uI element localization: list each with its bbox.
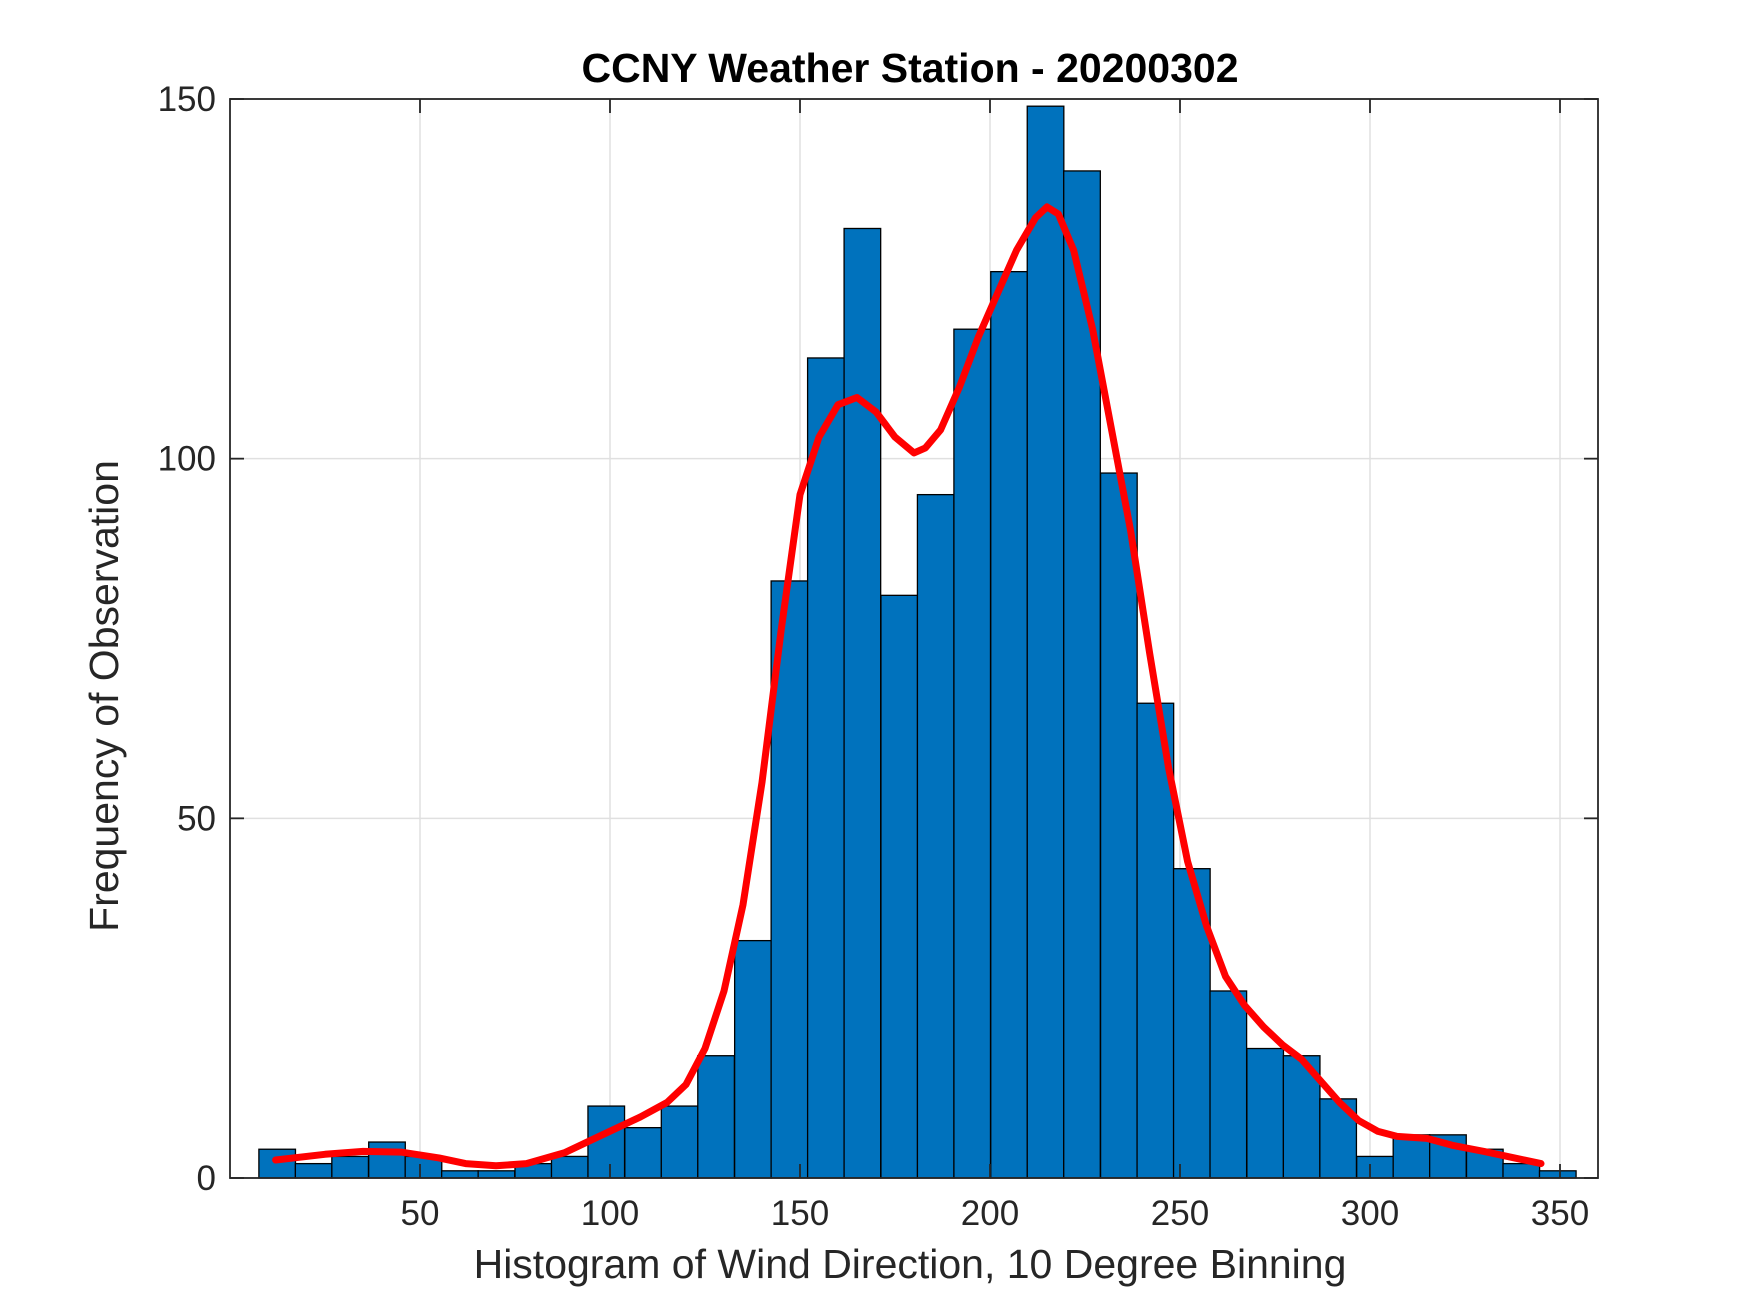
y-tick-label: 50 [177,799,216,838]
histogram-bar [1099,472,1138,1179]
histogram-bar [697,1055,736,1179]
histogram-bar [1246,1047,1285,1179]
x-tick-label: 50 [401,1194,440,1233]
histogram-bar [953,328,992,1179]
y-tick-label: 150 [158,80,216,119]
x-tick-label: 350 [1531,1194,1589,1233]
plot-area: 50 100 150 200 250 300 350 0 50 100 150 [158,80,1599,1233]
histogram-bar [1063,170,1101,1179]
histogram-bar [1136,702,1175,1179]
histogram-bar [477,1170,516,1179]
x-axis-label: Histogram of Wind Direction, 10 Degree B… [474,1241,1347,1287]
axes-frame [229,98,1599,1179]
histogram-bar [990,270,1029,1179]
histogram-bar [624,1126,663,1179]
histogram-bar [550,1155,589,1179]
histogram-bar [733,939,772,1179]
histogram-bar [660,1105,699,1179]
histogram-bar [843,227,882,1179]
histogram-bar [806,357,845,1179]
y-axis-label: Frequency of Observation [81,460,127,932]
histogram-bar [441,1170,479,1179]
histogram-bar [368,1141,406,1179]
x-tick-label: 300 [1341,1194,1399,1233]
x-tick-label: 100 [581,1194,639,1233]
histogram-bar [1026,105,1065,1179]
histogram-bar [1502,1162,1541,1179]
histogram-bar [1209,990,1248,1179]
histogram-bar [331,1155,370,1179]
histogram-bar [1356,1155,1394,1179]
density-curve [272,203,1545,1170]
x-tick-label: 150 [771,1194,829,1233]
histogram-bar [880,594,919,1179]
histogram-bar [916,493,955,1179]
y-tick-label: 0 [197,1159,216,1198]
y-tick-label: 100 [158,440,216,479]
histogram-bar [1538,1170,1577,1179]
chart-title: CCNY Weather Station - 20200302 [581,45,1238,91]
x-tick-label: 200 [961,1194,1019,1233]
x-tick-label: 250 [1151,1194,1209,1233]
histogram-bar [294,1162,333,1179]
histogram-bar [1392,1134,1431,1179]
histogram-bar [258,1148,297,1179]
